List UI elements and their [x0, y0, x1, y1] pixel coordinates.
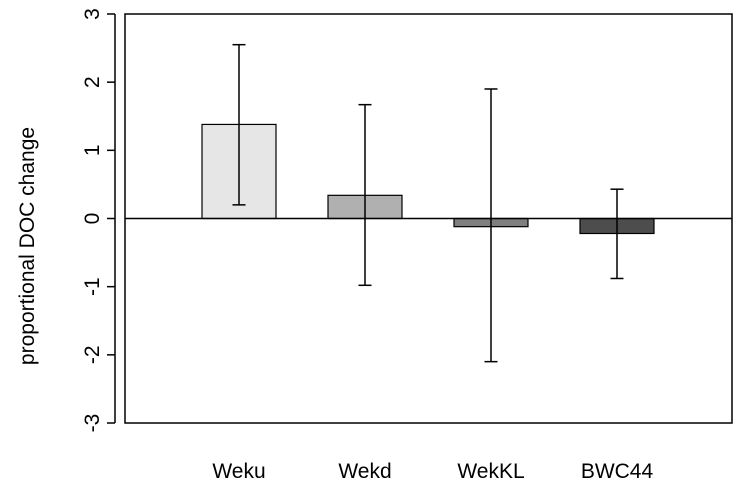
y-axis: 3 2 1 0 -1 -2 -3: [81, 8, 116, 433]
x-category-label: Weku: [212, 460, 265, 483]
x-category-label: WekKL: [457, 460, 524, 483]
x-category-label: BWC44: [581, 460, 654, 483]
x-category-label: Wekd: [338, 460, 391, 483]
y-tick-label: -1: [81, 277, 104, 296]
error-bar-wekkl: [484, 88, 498, 363]
y-tick-label: 0: [81, 213, 104, 225]
bars: [201, 123, 655, 235]
y-tick-label: 2: [81, 76, 104, 88]
y-tick-label: 3: [81, 8, 104, 20]
y-axis-title: proportional DOC change: [16, 127, 39, 365]
error-bar-bwc44: [610, 188, 624, 280]
error-bar-weku: [232, 43, 246, 206]
error-bars: [232, 43, 624, 363]
y-tick-label: 1: [81, 144, 104, 156]
y-tick-label: -2: [81, 345, 104, 364]
y-tick-label: -3: [81, 414, 104, 433]
error-bar-wekd: [358, 103, 372, 287]
x-axis-labels: Weku Wekd WekKL BWC44: [212, 460, 653, 483]
